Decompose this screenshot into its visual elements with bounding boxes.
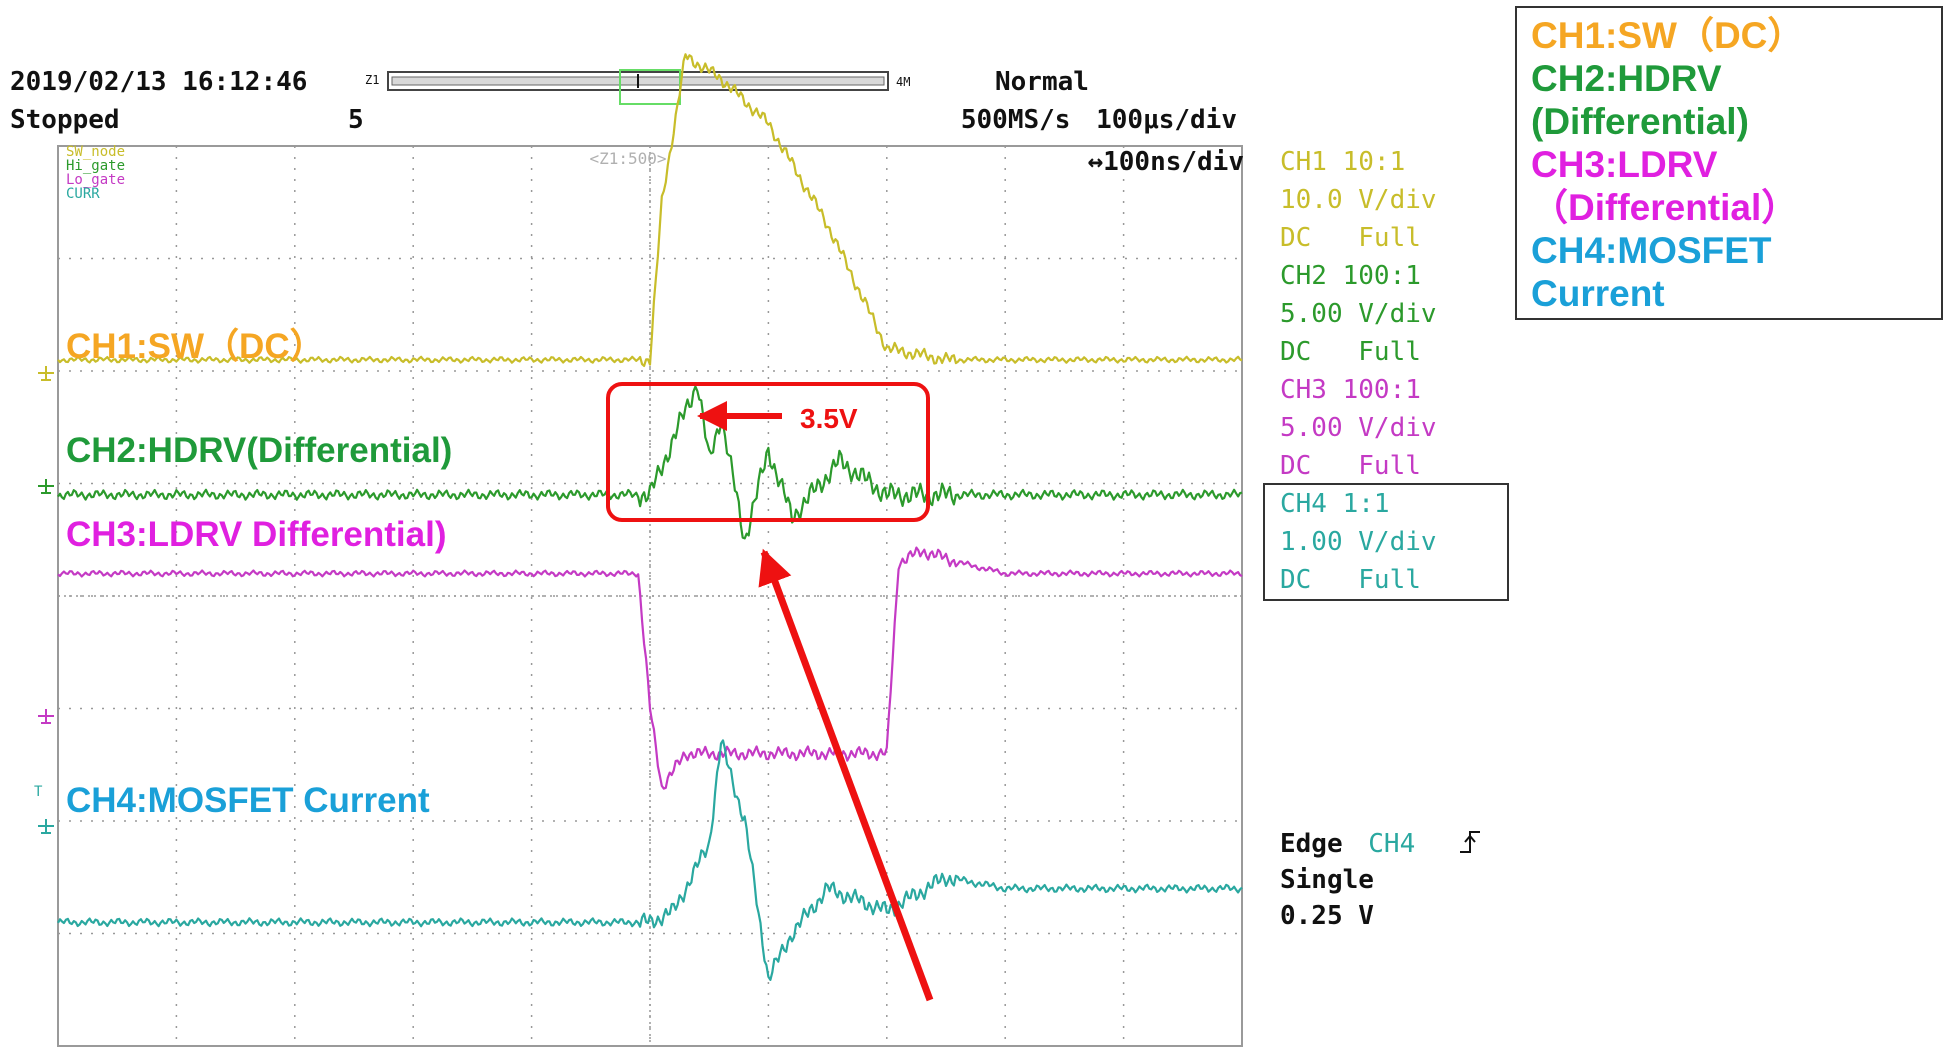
peak-voltage-label: 3.5V [800,403,858,434]
ch2-setting-line1: CH2 100:1 [1280,261,1421,291]
legend-line-ch4: CH4:MOSFET [1531,230,1772,271]
ground-marker-ch4 [38,819,54,834]
ground-markers: T [34,366,54,834]
ch2-setting-line3: DC Full [1280,337,1421,367]
run-state: Stopped [10,105,120,135]
channel-legend: CH1:SW（DC） CH2:HDRV (Differential) CH3:L… [1515,6,1943,320]
ground-marker-ch3 [38,709,54,724]
ch1-setting-line2: 10.0 V/div [1280,185,1437,215]
waveform-ch3 [57,546,1243,790]
ch3-setting-line1: CH3 100:1 [1280,375,1421,405]
acquisition-count: 5 [348,105,364,135]
legend-line-ch1: CH1:SW（DC） [1531,15,1805,56]
trigger-info: Edge CH4 Single 0.25 V [1280,829,1480,931]
datetime: 2019/02/13 16:12:46 [10,67,307,97]
graticule [57,145,1243,1047]
legend-line-ch4-sub: Current [1531,273,1665,314]
ground-marker-ch2 [38,479,54,494]
sample-rate: 500MS/s [961,105,1071,135]
sample-rate-timebase: 500MS/s 100μs/div [961,105,1237,135]
ch4-setting-line2: 1.00 V/div [1280,527,1437,557]
ch4-setting-box [1263,483,1509,601]
ringing-highlight-box [606,382,930,522]
acquisition-mode: Normal [995,67,1089,97]
trace-name-ch2: Hi_gate [66,158,125,174]
channel-settings: CH1 10:1 10.0 V/div DC Full CH2 100:1 5.… [1263,147,1509,601]
zoom-marker: Z1 [365,73,379,87]
ch4-setting-line1: CH4 1:1 [1280,489,1390,519]
overlay-label-ch3: CH3:LDRV Differential) [66,515,447,554]
legend-line-ch2: CH2:HDRV [1531,58,1722,99]
zoom-window-label: <Z1:500> [589,149,666,168]
trigger-type: Edge [1280,829,1343,859]
overlay-label-ch1: CH1:SW（DC） [66,327,325,366]
ch1-setting-line1: CH1 10:1 [1280,147,1405,177]
trigger-level-marker: T [34,784,43,800]
ch4-setting-line3: DC Full [1280,565,1421,595]
trigger-level: 0.25 V [1280,901,1374,931]
waveform-ch2 [57,385,1243,540]
rising-edge-icon [1460,831,1480,853]
waveform-ch1 [57,53,1243,367]
waveform-ch4 [57,739,1243,982]
ch2-setting-line2: 5.00 V/div [1280,299,1437,329]
pointer-arrow [758,548,934,1002]
trigger-channel: CH4 [1368,829,1415,859]
trace-name-ch4: CURR [66,186,100,202]
trace-name-ch3: Lo_gate [66,172,125,188]
legend-line-ch3-sub: （Differential） [1531,187,1799,228]
trigger-mode: Single [1280,865,1374,895]
ch3-setting-line2: 5.00 V/div [1280,413,1437,443]
overlay-label-ch4: CH4:MOSFET Current [66,781,430,820]
trigger-source: Edge CH4 [1280,829,1415,859]
waveforms [57,53,1243,982]
legend-line-ch3: CH3:LDRV [1531,144,1718,185]
ground-marker-ch1 [38,366,54,381]
legend-line-ch2-sub: (Differential) [1531,101,1749,142]
timebase: 100μs/div [1096,105,1237,135]
trace-name-ch1: SW_node [66,144,125,160]
zoom-timebase: ↔100ns/div [1087,147,1244,177]
ch1-setting-line3: DC Full [1280,223,1421,253]
overlay-label-ch2: CH2:HDRV(Differential) [66,431,452,470]
ch3-setting-line3: DC Full [1280,451,1421,481]
memory-length: 4M [896,75,910,89]
